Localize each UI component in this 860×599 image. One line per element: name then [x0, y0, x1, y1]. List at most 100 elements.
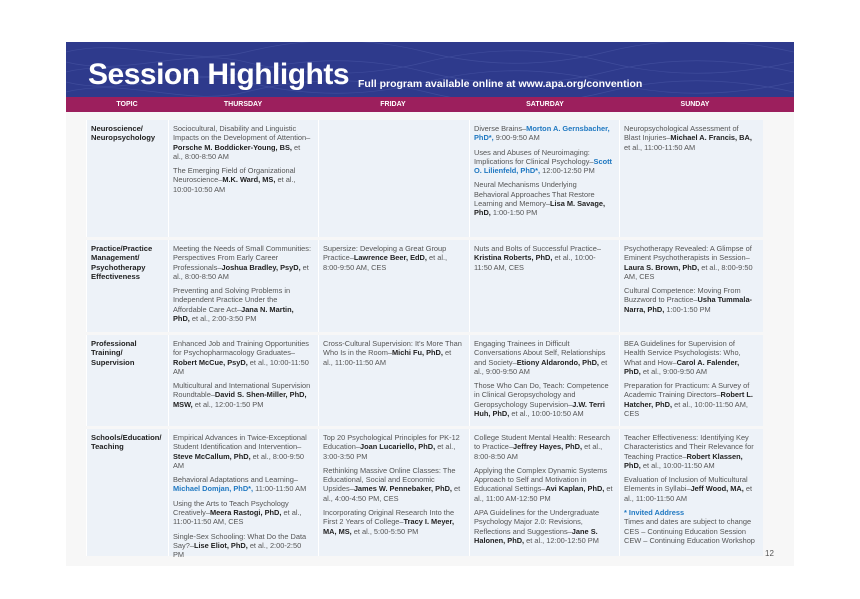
session: Neural Mechanisms Underlying Behavioral … — [474, 180, 613, 217]
day-cell: Top 20 Psychological Principles for PK-1… — [318, 429, 469, 556]
session-time: 11:00-11:50 AM — [253, 484, 307, 494]
day-cell: Engaging Trainees in Difficult Conversat… — [469, 335, 619, 426]
day-cell — [318, 120, 469, 237]
day-cell: Nuts and Bolts of Successful Practice–Kr… — [469, 240, 619, 332]
presenter: Carol A. Falender, PhD, — [624, 357, 740, 376]
subtitle: Full program available online at www.apa… — [358, 78, 643, 90]
session: Nuts and Bolts of Successful Practice–Kr… — [474, 244, 613, 272]
presenter: M.K. Ward, MS, — [222, 175, 276, 185]
session-title: Using the Arts to Teach Psychology Creat… — [173, 498, 289, 518]
session-time: et al., 5:00-5:50 PM — [351, 526, 419, 536]
presenter: Kristina Roberts, PhD, — [474, 253, 553, 263]
session: BEA Guidelines for Supervision of Health… — [624, 339, 757, 376]
session-title: BEA Guidelines for Supervision of Health… — [624, 339, 741, 367]
session-title: College Student Mental Health: Research … — [474, 433, 610, 452]
session-time: 1:00-1:50 PM — [490, 208, 538, 218]
session-title: Evaluation of Inclusion of Multicultural… — [624, 475, 748, 494]
day-cell: Neuropsychological Assessment of Blast I… — [619, 120, 763, 237]
session-title: Supersize: Developing a Great Group Prac… — [323, 244, 447, 263]
session: Diverse Brains–Morton A. Gernsbacher, Ph… — [474, 124, 613, 143]
session-time: et al., 11:00-11:50 AM, CES — [173, 508, 302, 527]
presenter: Tracy I. Meyer, MA, MS, — [323, 517, 455, 536]
session: Empirical Advances in Twice-Exceptional … — [173, 433, 312, 470]
presenter: Meera Rastogi, PhD, — [209, 508, 282, 518]
session-title: Top 20 Psychological Principles for PK-1… — [323, 433, 460, 452]
session-time: et al., 8:00-9:50 AM — [173, 451, 305, 470]
session-title: Sociocultural, Disability and Linguistic… — [173, 124, 311, 143]
session: Those Who Can Do, Teach: Competence in C… — [474, 381, 613, 418]
day-cell: College Student Mental Health: Research … — [469, 429, 619, 556]
session-time: 12:00-12:50 PM — [540, 166, 595, 176]
session: Incorporating Original Research Into the… — [323, 508, 463, 536]
session-title: Meeting the Needs of Small Communities: … — [173, 244, 312, 272]
session-title: Multicultural and International Supervis… — [173, 381, 311, 400]
session-time: et al., 12:00-12:50 PM — [524, 535, 599, 545]
presenter: David S. Shen-Miller, PhD, MSW, — [173, 390, 307, 409]
column-header: TOPIC — [116, 101, 138, 108]
presenter: Usha Tummala-Narra, PhD, — [624, 295, 753, 314]
session-time: et al., 11:00-11:50 AM — [624, 142, 696, 152]
session-time: et al., 10:00-10:50 AM — [509, 409, 584, 419]
session-time: et al., 8:00-8:50 AM — [173, 142, 301, 161]
presenter: Michael A. Francis, BA, — [670, 133, 752, 143]
presenter: Porsche M. Boddicker-Young, BS, — [173, 142, 292, 152]
title: Session Highlights — [88, 58, 350, 91]
presenter: Lise Eliot, PhD, — [193, 540, 248, 550]
presenter: Jana N. Martin, PhD, — [173, 304, 294, 324]
session: APA Guidelines for the Undergraduate Psy… — [474, 508, 613, 545]
session: Neuropsychological Assessment of Blast I… — [624, 124, 757, 152]
presenter: Michael Domjan, PhD*, — [173, 484, 254, 494]
presenter: Etiony Aldarondo, PhD, — [516, 357, 599, 367]
session-title: Psychotherapy Revealed: A Glimpse of Emi… — [624, 244, 752, 263]
presenter: Robert Klassen, PhD, — [624, 451, 743, 470]
session: Sociocultural, Disability and Linguistic… — [173, 124, 312, 161]
banner-pattern — [66, 42, 794, 97]
banner: Session Highlights Full program availabl… — [66, 42, 794, 97]
session: Engaging Trainees in Difficult Conversat… — [474, 339, 613, 376]
schedule-table: Neuroscience/ Neuropsychology Sociocultur… — [86, 120, 763, 559]
session-title: Cultural Competence: Moving From Buzzwor… — [624, 286, 741, 305]
day-cell: Diverse Brains–Morton A. Gernsbacher, Ph… — [469, 120, 619, 237]
session-title: Engaging Trainees in Difficult Conversat… — [474, 339, 606, 367]
column-header: SATURDAY — [526, 101, 564, 108]
session: Evaluation of Inclusion of Multicultural… — [624, 475, 757, 503]
presenter: Joshua Bradley, PsyD, — [221, 262, 301, 272]
session-time: et al., 8:00-8:50 AM — [474, 442, 603, 461]
page-number: 12 — [765, 549, 774, 558]
session-time: 9:00-9:50 AM — [493, 133, 540, 143]
presenter: James W. Pennebaker, PhD, — [353, 484, 452, 494]
session: Cross-Cultural Supervision: It's More Th… — [323, 339, 463, 367]
session-title: Applying the Complex Dynamic Systems App… — [474, 465, 608, 494]
presenter: Joan Lucariello, PhD, — [359, 442, 436, 452]
day-cell: Meeting the Needs of Small Communities: … — [168, 240, 318, 332]
session-title: Enhanced Job and Training Opportunities … — [173, 339, 309, 358]
session-time: et al., 9:00-9:50 AM — [474, 357, 608, 376]
presenter: Steve McCallum, PhD, — [173, 451, 251, 461]
session-title: Rethinking Massive Online Classes: The E… — [323, 465, 456, 494]
session-title: Those Who Can Do, Teach: Competence in C… — [474, 381, 609, 409]
session-title: Neural Mechanisms Underlying Behavioral … — [474, 180, 595, 209]
presenter: J.W. Terri Huh, PhD, — [474, 399, 605, 419]
session: Preventing and Solving Problems in Indep… — [173, 286, 312, 323]
session: Uses and Abuses of Neuroimaging: Implica… — [474, 148, 613, 176]
footnote: CES – Continuing Education Session — [624, 526, 747, 536]
session-time: 1:00-1:50 PM — [664, 304, 711, 314]
session: Psychotherapy Revealed: A Glimpse of Emi… — [624, 244, 757, 281]
column-header: SUNDAY — [680, 101, 710, 108]
presenter: Robert McCue, PsyD, — [173, 357, 248, 367]
session-title: Neuropsychological Assessment of Blast I… — [624, 124, 739, 143]
column-header: FRIDAY — [380, 101, 406, 108]
footnote: CEW – Continuing Education Workshop — [624, 535, 755, 545]
presenter: Jane S. Halonen, PhD, — [474, 526, 598, 545]
presenter: Michi Fu, PhD, — [392, 348, 443, 358]
presenter: Avi Kaplan, PhD, — [545, 484, 605, 494]
session: The Emerging Field of Organizational Neu… — [173, 166, 312, 194]
topic-cell: Neuroscience/ Neuropsychology — [86, 120, 168, 237]
session: Cultural Competence: Moving From Buzzwor… — [624, 286, 757, 314]
session: Behavioral Adaptations and Learning–Mich… — [173, 475, 312, 494]
session-time: et al., 8:00-8:50 AM — [173, 262, 309, 281]
presenter: Laura S. Brown, PhD, — [624, 262, 700, 272]
session-title: Diverse Brains– — [474, 124, 527, 133]
session: Applying the Complex Dynamic Systems App… — [474, 466, 613, 503]
topic-cell: Practice/Practice Management/ Psychother… — [86, 240, 168, 332]
